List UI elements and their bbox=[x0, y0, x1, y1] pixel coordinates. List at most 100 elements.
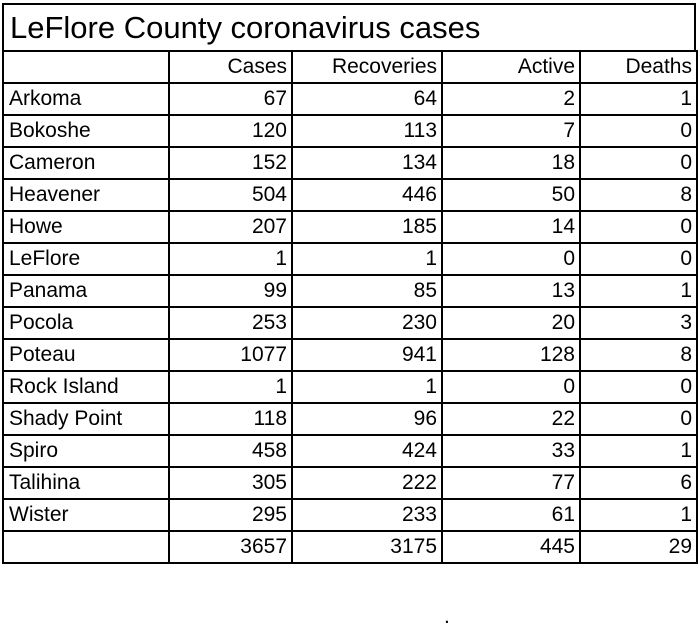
active-cell: 7 bbox=[441, 114, 581, 148]
recoveries-cell: 134 bbox=[291, 146, 443, 180]
cases-cell: 1 bbox=[168, 370, 293, 404]
active-cell: 18 bbox=[441, 146, 581, 180]
town-name-cell: Cameron bbox=[2, 146, 170, 180]
cases-cell: 253 bbox=[168, 306, 293, 340]
header-cell-active: Active bbox=[441, 50, 581, 84]
recoveries-cell: 222 bbox=[291, 466, 443, 500]
active-cell: 33 bbox=[441, 434, 581, 468]
recoveries-cell: 941 bbox=[291, 338, 443, 372]
table-row: Talihina 305 222 77 6 bbox=[2, 466, 698, 500]
header-cell-deaths: Deaths bbox=[579, 50, 698, 84]
recoveries-cell: 185 bbox=[291, 210, 443, 244]
header-cell-blank bbox=[2, 50, 170, 84]
deaths-cell: 0 bbox=[579, 242, 698, 276]
totals-deaths: 29 bbox=[579, 530, 698, 564]
town-name-cell: Wister bbox=[2, 498, 170, 532]
active-cell: 128 bbox=[441, 338, 581, 372]
recoveries-cell: 1 bbox=[291, 242, 443, 276]
cases-cell: 67 bbox=[168, 82, 293, 116]
cases-cell: 118 bbox=[168, 402, 293, 436]
deaths-cell: 0 bbox=[579, 370, 698, 404]
town-name-cell: Heavener bbox=[2, 178, 170, 212]
recoveries-cell: 446 bbox=[291, 178, 443, 212]
town-name-cell: Poteau bbox=[2, 338, 170, 372]
table-row: Arkoma 67 64 2 1 bbox=[2, 82, 698, 116]
deaths-cell: 0 bbox=[579, 210, 698, 244]
cases-cell: 1 bbox=[168, 242, 293, 276]
active-cell: 50 bbox=[441, 178, 581, 212]
recoveries-cell: 96 bbox=[291, 402, 443, 436]
deaths-cell: 1 bbox=[579, 82, 698, 116]
deaths-cell: 1 bbox=[579, 274, 698, 308]
totals-cases: 3657 bbox=[168, 530, 293, 564]
town-name-cell: Talihina bbox=[2, 466, 170, 500]
town-name-cell: Bokoshe bbox=[2, 114, 170, 148]
cases-cell: 458 bbox=[168, 434, 293, 468]
recoveries-cell: 230 bbox=[291, 306, 443, 340]
table-row: Poteau 1077 941 128 8 bbox=[2, 338, 698, 372]
town-name-cell: Rock Island bbox=[2, 370, 170, 404]
active-cell: 2 bbox=[441, 82, 581, 116]
table-row: Bokoshe 120 113 7 0 bbox=[2, 114, 698, 148]
table-row: Wister 295 233 61 1 bbox=[2, 498, 698, 532]
deaths-cell: 8 bbox=[579, 178, 698, 212]
town-name-cell: Howe bbox=[2, 210, 170, 244]
town-name-cell: Spiro bbox=[2, 434, 170, 468]
cases-cell: 1077 bbox=[168, 338, 293, 372]
active-cell: 13 bbox=[441, 274, 581, 308]
cases-table: Cases Recoveries Active Deaths Arkoma 67 6… bbox=[2, 50, 698, 564]
recoveries-cell: 424 bbox=[291, 434, 443, 468]
header-cell-cases: Cases bbox=[168, 50, 293, 84]
table-row: Spiro 458 424 33 1 bbox=[2, 434, 698, 468]
deaths-cell: 1 bbox=[579, 498, 698, 532]
header-cell-recoveries: Recoveries bbox=[291, 50, 443, 84]
table-row: Rock Island 1 1 0 0 bbox=[2, 370, 698, 404]
active-cell: 0 bbox=[441, 370, 581, 404]
totals-recoveries: 3175 bbox=[291, 530, 443, 564]
table-row: Panama 99 85 13 1 bbox=[2, 274, 698, 308]
stray-mark: . bbox=[444, 605, 450, 628]
recoveries-cell: 233 bbox=[291, 498, 443, 532]
active-cell: 20 bbox=[441, 306, 581, 340]
active-cell: 0 bbox=[441, 242, 581, 276]
table-row: Shady Point 118 96 22 0 bbox=[2, 402, 698, 436]
cases-cell: 504 bbox=[168, 178, 293, 212]
town-name-cell: LeFlore bbox=[2, 242, 170, 276]
deaths-cell: 0 bbox=[579, 114, 698, 148]
table-title: LeFlore County coronavirus cases bbox=[2, 3, 696, 50]
town-name-cell: Pocola bbox=[2, 306, 170, 340]
recoveries-cell: 1 bbox=[291, 370, 443, 404]
town-name-cell: Arkoma bbox=[2, 82, 170, 116]
table-row: Howe 207 185 14 0 bbox=[2, 210, 698, 244]
active-cell: 77 bbox=[441, 466, 581, 500]
totals-row: 3657 3175 445 29 bbox=[2, 530, 698, 564]
table-row: LeFlore 1 1 0 0 bbox=[2, 242, 698, 276]
header-row: Cases Recoveries Active Deaths bbox=[2, 50, 698, 84]
cases-cell: 207 bbox=[168, 210, 293, 244]
table-row: Cameron 152 134 18 0 bbox=[2, 146, 698, 180]
recoveries-cell: 113 bbox=[291, 114, 443, 148]
spreadsheet-table: LeFlore County coronavirus cases Cases R… bbox=[2, 3, 698, 564]
cases-cell: 120 bbox=[168, 114, 293, 148]
table-row: Heavener 504 446 50 8 bbox=[2, 178, 698, 212]
active-cell: 22 bbox=[441, 402, 581, 436]
deaths-cell: 6 bbox=[579, 466, 698, 500]
recoveries-cell: 85 bbox=[291, 274, 443, 308]
cases-cell: 152 bbox=[168, 146, 293, 180]
deaths-cell: 8 bbox=[579, 338, 698, 372]
cases-cell: 295 bbox=[168, 498, 293, 532]
town-name-cell: Panama bbox=[2, 274, 170, 308]
cases-cell: 99 bbox=[168, 274, 293, 308]
cases-cell: 305 bbox=[168, 466, 293, 500]
town-name-cell: Shady Point bbox=[2, 402, 170, 436]
totals-label bbox=[2, 530, 170, 564]
totals-active: 445 bbox=[441, 530, 581, 564]
deaths-cell: 0 bbox=[579, 402, 698, 436]
deaths-cell: 0 bbox=[579, 146, 698, 180]
recoveries-cell: 64 bbox=[291, 82, 443, 116]
deaths-cell: 3 bbox=[579, 306, 698, 340]
deaths-cell: 1 bbox=[579, 434, 698, 468]
active-cell: 61 bbox=[441, 498, 581, 532]
table-row: Pocola 253 230 20 3 bbox=[2, 306, 698, 340]
active-cell: 14 bbox=[441, 210, 581, 244]
